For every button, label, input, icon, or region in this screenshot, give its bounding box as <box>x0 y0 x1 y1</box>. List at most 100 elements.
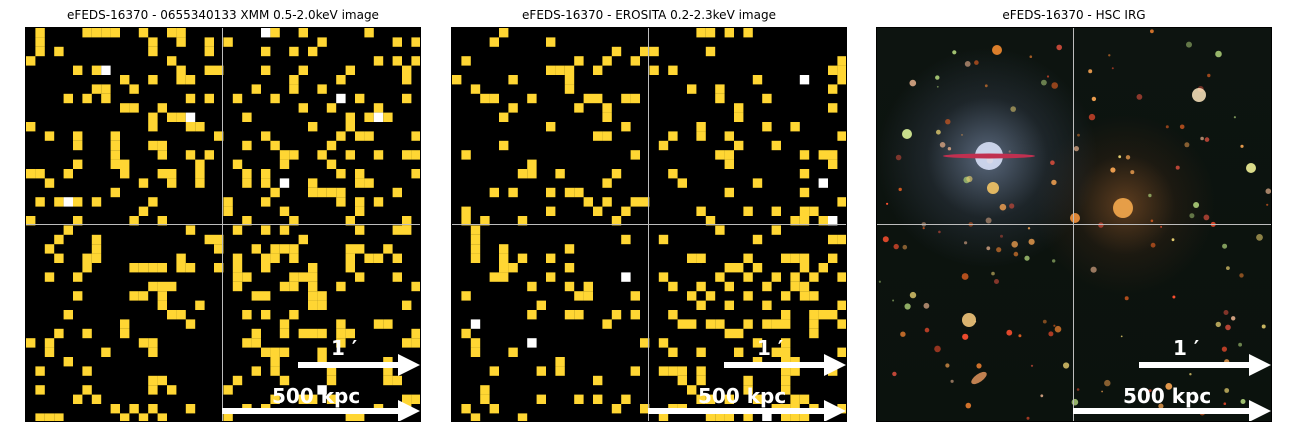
galaxy-source <box>1189 213 1195 219</box>
count-pixel <box>828 65 838 75</box>
count-pixel <box>279 328 290 339</box>
galaxy-source <box>1200 136 1204 141</box>
arcmin-scale-label: 1 ′ <box>1173 336 1200 360</box>
count-pixel <box>734 140 744 151</box>
count-pixel <box>621 93 631 104</box>
count-pixel <box>167 385 177 395</box>
count-pixel <box>837 197 846 207</box>
count-pixel <box>148 122 158 132</box>
count-pixel <box>148 112 158 122</box>
count-pixel <box>232 281 243 292</box>
count-pixel <box>546 37 556 47</box>
count-pixel <box>640 197 650 207</box>
count-pixel <box>35 28 45 38</box>
count-pixel <box>232 253 243 263</box>
count-pixel <box>63 310 73 320</box>
count-pixel <box>373 150 384 160</box>
count-pixel <box>261 263 271 273</box>
count-pixel <box>157 216 167 226</box>
galaxy-source <box>1091 96 1097 102</box>
count-pixel <box>91 244 102 254</box>
count-pixel <box>743 253 753 263</box>
count-pixel <box>91 65 102 75</box>
count-pixel <box>630 291 640 301</box>
count-pixel <box>26 56 36 66</box>
count-pixel <box>167 169 177 179</box>
count-pixel <box>411 281 420 292</box>
count-pixel <box>270 28 280 38</box>
count-pixel <box>223 413 233 421</box>
galaxy-source <box>1024 255 1030 261</box>
count-pixel <box>157 263 167 273</box>
count-pixel <box>54 413 64 421</box>
count-pixel <box>781 357 791 367</box>
count-pixel <box>508 103 518 113</box>
count-pixel <box>308 328 318 339</box>
count-pixel <box>373 112 384 122</box>
count-pixel <box>120 328 130 339</box>
count-pixel <box>73 131 83 141</box>
count-pixel <box>157 291 167 301</box>
count-pixel <box>668 366 678 376</box>
count-pixel <box>715 319 725 329</box>
count-pixel <box>715 93 725 104</box>
count-pixel <box>640 338 650 348</box>
galaxy-source <box>1179 124 1185 130</box>
galaxy-source <box>935 75 940 80</box>
count-pixel <box>82 93 92 104</box>
galaxy-source <box>924 327 930 333</box>
count-pixel <box>392 225 402 235</box>
count-pixel <box>517 413 528 421</box>
count-pixel <box>668 131 678 141</box>
galaxy-source <box>1240 144 1244 148</box>
count-pixel <box>279 319 290 329</box>
count-pixel <box>517 253 528 263</box>
arcmin-arrow-head <box>824 354 846 376</box>
count-pixel <box>621 394 631 404</box>
arcmin-arrow-head <box>1249 354 1271 376</box>
count-pixel <box>345 122 355 132</box>
count-pixel <box>355 178 365 188</box>
count-pixel <box>176 75 186 85</box>
count-pixel <box>781 338 791 348</box>
count-pixel <box>383 112 393 122</box>
count-pixel <box>82 328 92 339</box>
count-pixel <box>602 178 612 188</box>
count-pixel <box>402 338 412 348</box>
count-pixel <box>555 366 565 376</box>
count-pixel <box>44 338 55 348</box>
count-pixel <box>336 187 346 198</box>
count-pixel <box>489 366 499 376</box>
count-pixel <box>734 112 744 122</box>
count-pixel <box>715 413 725 421</box>
count-pixel <box>499 272 509 282</box>
galaxy-source <box>950 379 954 383</box>
count-pixel <box>298 272 308 282</box>
count-pixel <box>185 225 196 235</box>
count-pixel <box>411 37 420 47</box>
count-pixel <box>44 131 55 141</box>
galaxy-source <box>1118 155 1122 159</box>
galaxy-source <box>1050 160 1055 165</box>
count-pixel <box>677 319 687 329</box>
count-pixel <box>771 206 781 216</box>
count-pixel <box>167 28 177 38</box>
distance-scale-label: 500 kpc <box>1123 384 1212 408</box>
galaxy-source <box>945 363 950 368</box>
count-pixel <box>345 216 355 226</box>
count-pixel <box>536 300 546 310</box>
galaxy-source <box>945 119 951 125</box>
count-pixel <box>715 225 725 235</box>
galaxy-source <box>904 303 911 310</box>
count-pixel <box>232 375 243 386</box>
count-pixel <box>73 140 83 151</box>
count-pixel <box>828 310 838 320</box>
count-pixel <box>799 150 810 160</box>
count-pixel <box>317 328 327 339</box>
count-pixel <box>91 28 102 38</box>
count-pixel <box>781 291 791 301</box>
galaxy-source <box>1009 203 1015 209</box>
panel-title: eFEDS-16370 - HSC IRG <box>1002 8 1146 22</box>
count-pixel <box>279 244 290 254</box>
count-pixel <box>630 366 640 376</box>
